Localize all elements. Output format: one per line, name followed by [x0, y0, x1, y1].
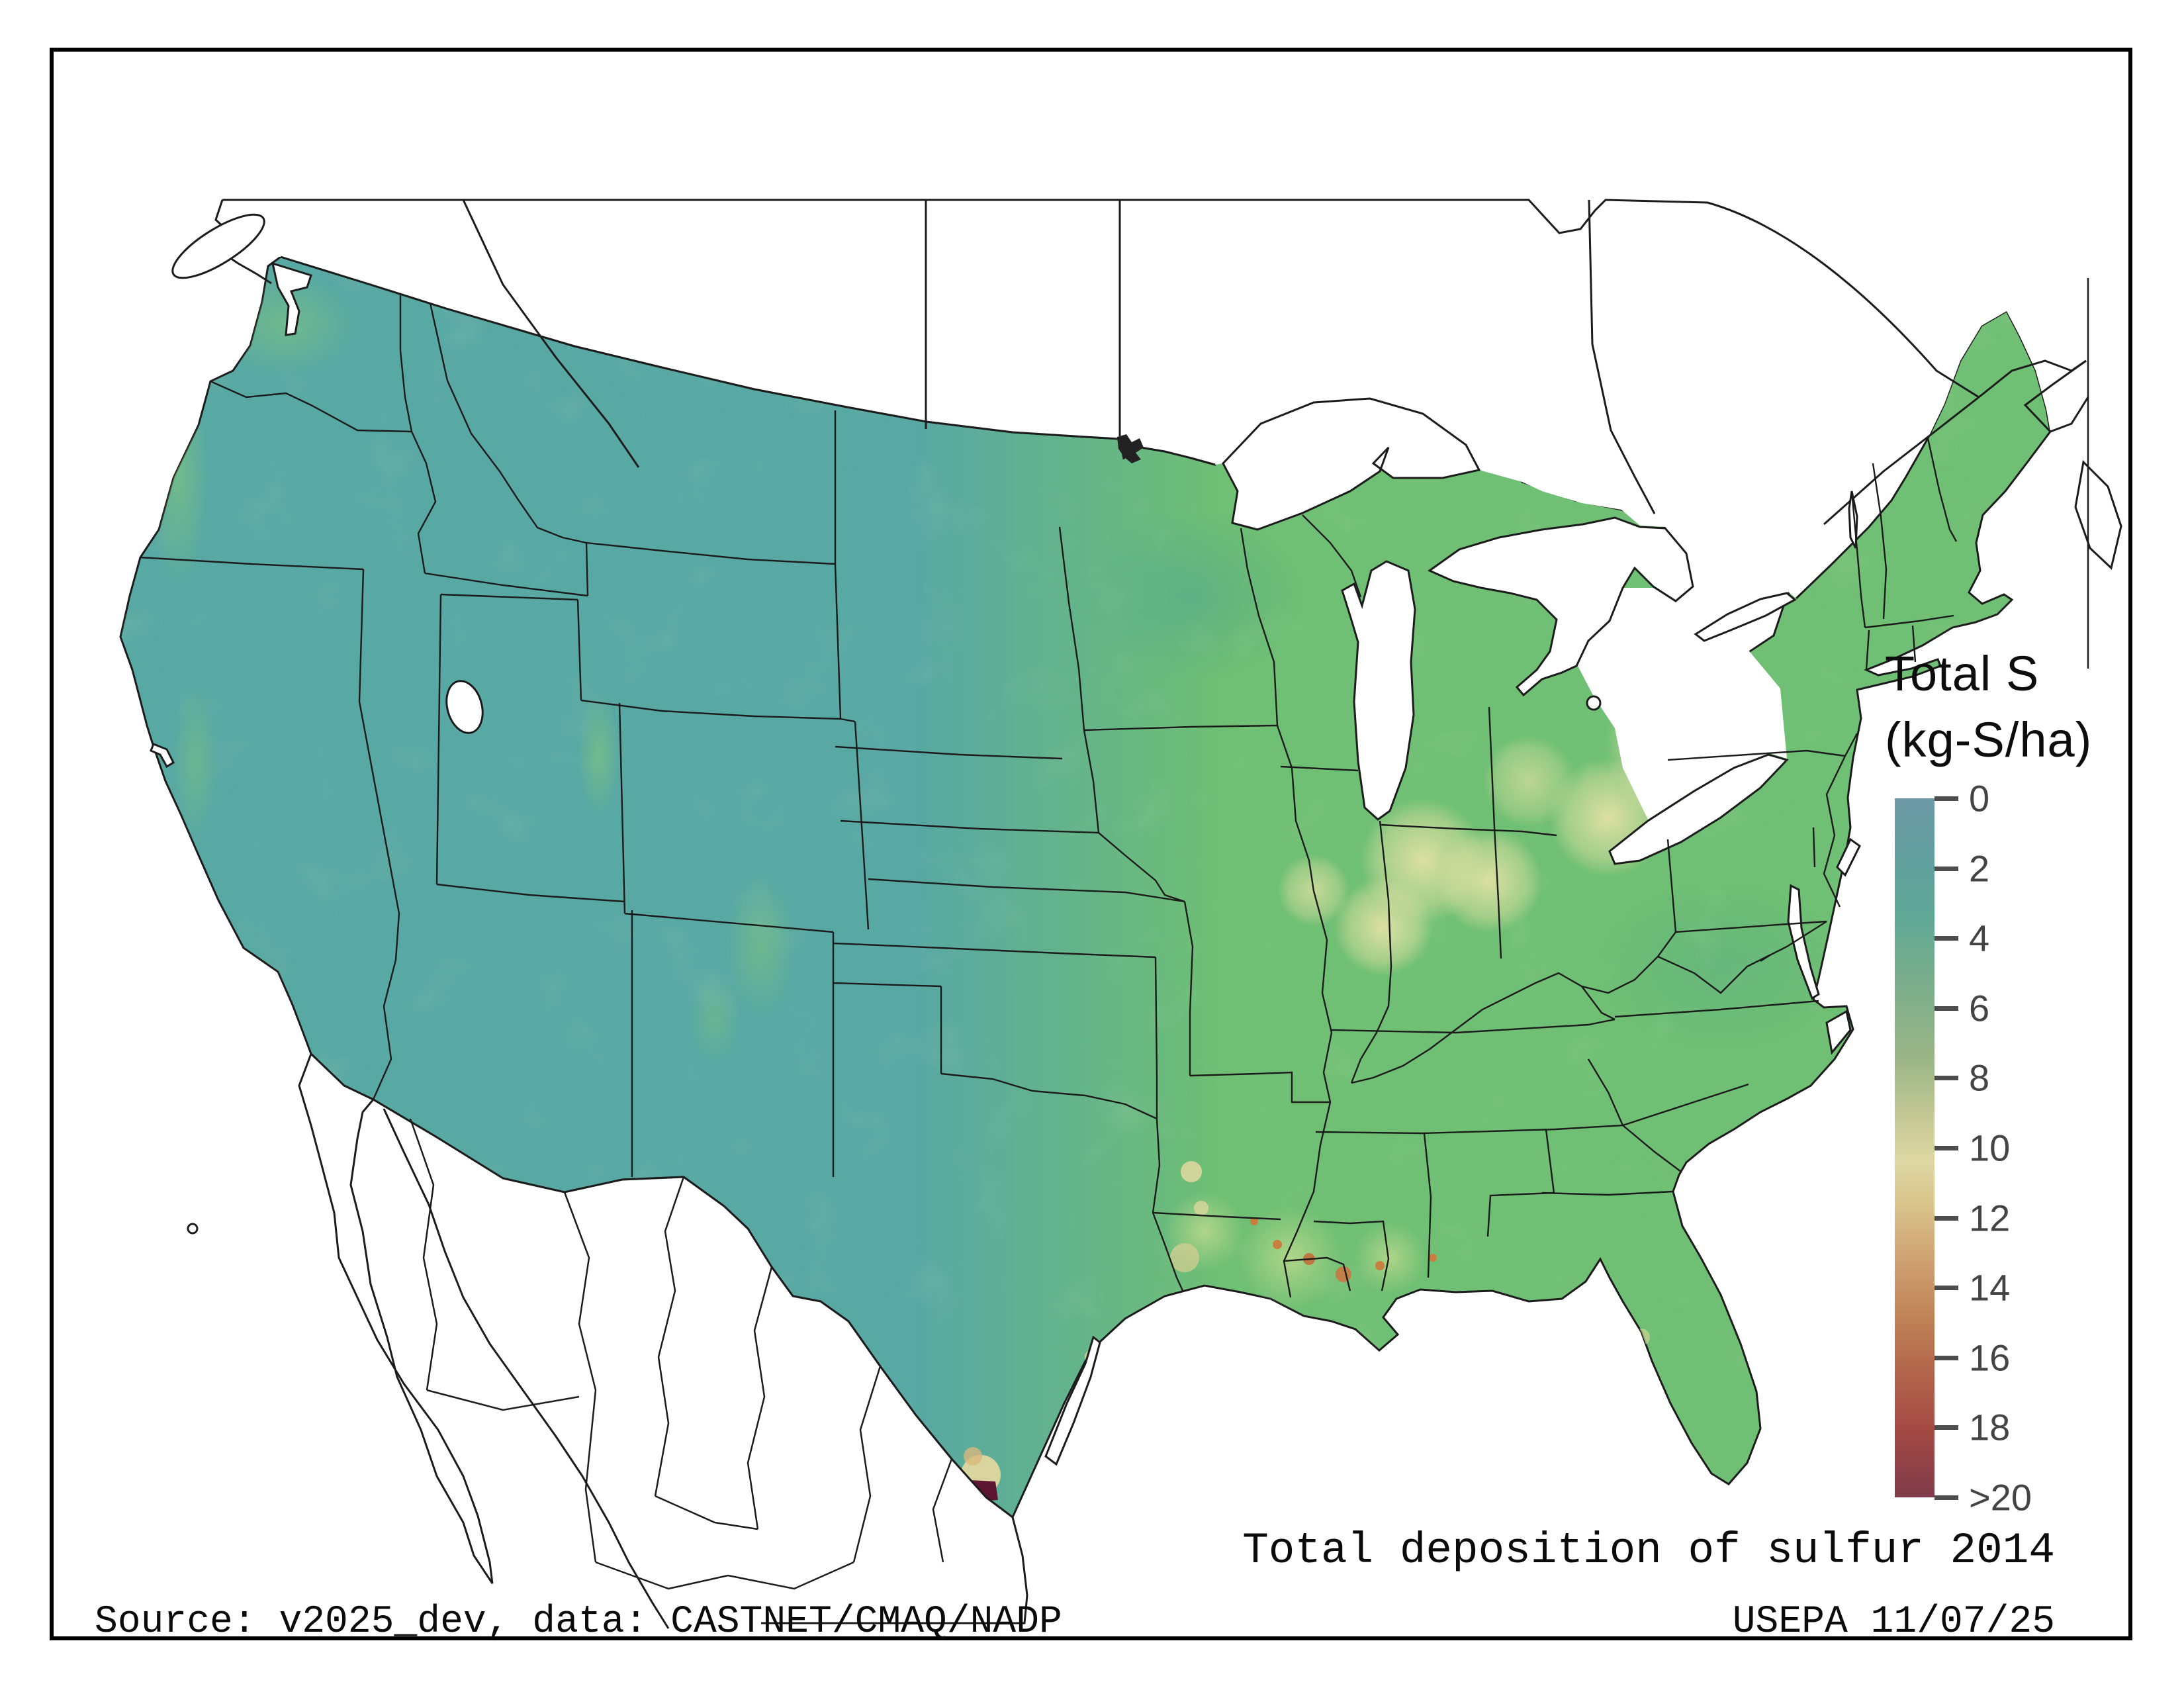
- mexico-state-lines: [409, 1118, 953, 1590]
- legend-tick-label: 6: [1969, 987, 1990, 1029]
- lake-michigan: [1341, 560, 1416, 821]
- guadalupe-island: [187, 1223, 199, 1235]
- legend-tick-label: 0: [1969, 777, 1990, 820]
- pamlico-sound: [1825, 1009, 1852, 1055]
- plot-frame: [50, 48, 2132, 1640]
- st-lawrence-river-north: [1823, 359, 2087, 526]
- canada-landmass: [0, 0, 2184, 820]
- vancouver-island: [171, 213, 265, 279]
- legend-ticks: 0 2 4 6 8 10 12 14 16 18 >20: [1934, 778, 2107, 1519]
- legend-tick: [1934, 1286, 1958, 1290]
- laguna-madre: [1044, 1335, 1101, 1466]
- nova-scotia: [2074, 459, 2122, 570]
- legend-units: (kg-S/ha): [1885, 712, 2093, 767]
- legend-tick-label: 12: [1969, 1197, 2011, 1239]
- gaspe-coast: [2023, 359, 2089, 433]
- us-mexico-border: [310, 1053, 1013, 1519]
- delaware-bay: [1836, 837, 1861, 877]
- legend-tick-label: 14: [1969, 1266, 2011, 1309]
- legend-tick-label: 8: [1969, 1056, 1990, 1099]
- legend-tick: [1934, 1495, 1958, 1500]
- lake-superior: [1222, 397, 1481, 531]
- legend-tick-label: 16: [1969, 1336, 2011, 1379]
- legend-tick-label: 10: [1969, 1127, 2011, 1169]
- water-bodies: [150, 261, 1861, 1466]
- international-borders: [171, 199, 2122, 1629]
- legend-tick-label: 18: [1969, 1406, 2011, 1448]
- legend-tick: [1934, 1356, 1958, 1360]
- lake-ontario: [1694, 592, 1797, 642]
- legend-tick-label: 2: [1969, 847, 1990, 890]
- lake-erie: [1608, 753, 1789, 865]
- mexico-gulf-coast: [761, 1517, 1028, 1624]
- colorbar: [1895, 798, 1934, 1497]
- san-francisco-bay: [150, 743, 175, 769]
- lake-huron: [1427, 516, 1694, 697]
- baja-california: [298, 1053, 494, 1584]
- state-boundaries: [140, 294, 1958, 1298]
- legend-tick: [1934, 1425, 1958, 1430]
- lake-st-clair: [1586, 695, 1602, 711]
- map-title: Total deposition of sulfur 2014: [1242, 1526, 2055, 1575]
- mexico-landmass: [0, 1054, 1023, 1688]
- legend-tick: [1934, 936, 1958, 941]
- legend-tick: [1934, 867, 1958, 871]
- great-salt-lake: [445, 680, 484, 734]
- legend-tick: [1934, 796, 1958, 801]
- legend-tick: [1934, 1076, 1958, 1080]
- ontario-quebec-border: [1588, 199, 1656, 514]
- legend-title: Total S: [1885, 646, 2040, 701]
- agency-date-caption: USEPA 11/07/25: [1732, 1601, 2055, 1644]
- legend-tick: [1934, 1216, 1958, 1221]
- canada-north-edge: [222, 199, 1979, 399]
- mexico-pacific-coast: [383, 1108, 670, 1629]
- legend-tick-label: >20: [1969, 1476, 2032, 1519]
- puget-sound: [271, 261, 312, 336]
- legend-tick: [1934, 1146, 1958, 1150]
- legend-tick: [1934, 1006, 1958, 1011]
- legend-tick-label: 4: [1969, 917, 1990, 959]
- source-caption: Source: v2025_dev, data: CASTNET/CMAQ/NA…: [95, 1601, 1062, 1644]
- lake-of-the-woods: [1117, 434, 1144, 463]
- chesapeake-bay: [1787, 884, 1820, 1000]
- bc-alberta-border: [462, 199, 640, 468]
